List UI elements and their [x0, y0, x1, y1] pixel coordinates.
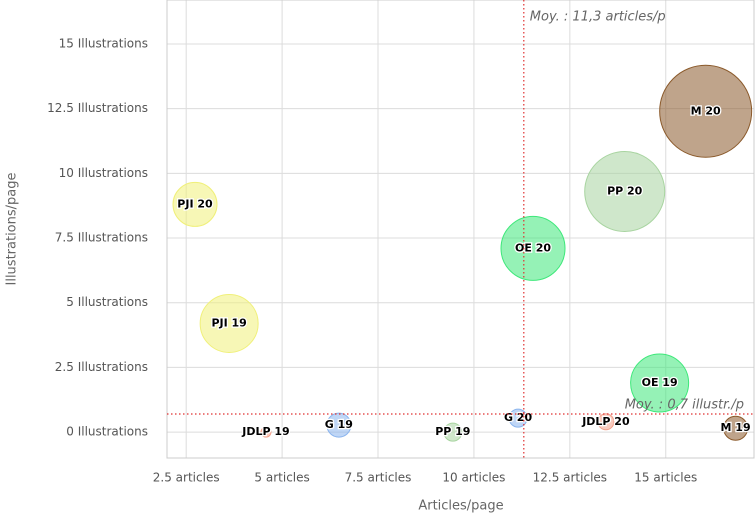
y-tick-label: 0 Illustrations — [66, 425, 148, 439]
y-axis-title: Illustrations/page — [5, 172, 20, 285]
bubble-label: PJI 20 — [177, 197, 213, 210]
y-tick-label: 15 Illustrations — [59, 36, 148, 50]
bubble-label: M 20 — [691, 104, 721, 117]
y-tick-label: 12.5 Illustrations — [47, 101, 148, 115]
bubble-label: PP 19 — [435, 425, 470, 438]
bubble — [659, 64, 753, 158]
x-tick-label: 7.5 articles — [345, 471, 412, 485]
y-tick-label: 7.5 Illustrations — [55, 231, 148, 245]
bubble-label: OE 19 — [642, 376, 678, 389]
x-tick-label: 10 articles — [442, 471, 505, 485]
y-tick-label: 2.5 Illustrations — [55, 360, 148, 374]
bubble — [584, 150, 666, 232]
x-tick-label: 12.5 articles — [533, 471, 607, 485]
y-tick-label: 10 Illustrations — [59, 166, 148, 180]
bubble — [260, 426, 272, 438]
bubble-label: M 19 — [721, 421, 751, 434]
bubble-label: PP 20 — [607, 184, 643, 197]
bubble — [172, 181, 218, 227]
bubble — [723, 415, 749, 441]
bubble-label: OE 20 — [515, 241, 551, 254]
bubble — [443, 422, 463, 442]
bubble-label: JDLP 19 — [241, 425, 289, 438]
bubble — [326, 412, 352, 438]
bubble-label: PJI 19 — [211, 316, 246, 329]
x-tick-label: 15 articles — [634, 471, 697, 485]
x-tick-label: 2.5 articles — [153, 471, 220, 485]
y-plot-line-label: Moy. : 0,7 illustr./p — [625, 398, 744, 413]
bubble — [508, 408, 528, 428]
bubble — [597, 413, 615, 431]
x-tick-label: 5 articles — [254, 471, 309, 485]
plot-frame — [166, 0, 755, 459]
bubble — [630, 353, 690, 413]
bubble — [500, 215, 566, 281]
x-axis-title: Articles/page — [418, 499, 503, 514]
bubble — [199, 293, 259, 353]
y-tick-label: 5 Illustrations — [66, 295, 148, 309]
bubble-label: JDLP 20 — [581, 415, 630, 428]
plot-area: PJI 20 PJI 19 JDLP 19 G 19 PP 19 G 20 OE 20 JDL… — [167, 0, 754, 458]
bubble-label: G 19 — [325, 418, 353, 431]
bubble-label: G 20 — [504, 411, 533, 424]
x-plot-line-label: Moy. : 11,3 articles/p — [530, 10, 666, 25]
